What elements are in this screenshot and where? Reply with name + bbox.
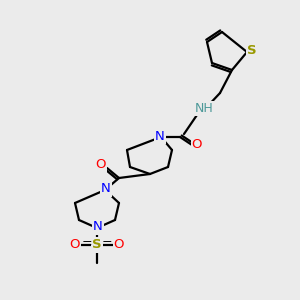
Text: =: = (82, 238, 92, 250)
Text: =: = (102, 238, 112, 250)
Text: O: O (192, 137, 202, 151)
Text: S: S (92, 238, 102, 251)
Text: N: N (101, 182, 111, 196)
Text: O: O (114, 238, 124, 250)
Text: O: O (96, 158, 106, 172)
Text: N: N (155, 130, 165, 142)
Text: NH: NH (195, 101, 213, 115)
Text: O: O (70, 238, 80, 250)
Text: N: N (93, 220, 103, 233)
Text: S: S (247, 44, 257, 56)
